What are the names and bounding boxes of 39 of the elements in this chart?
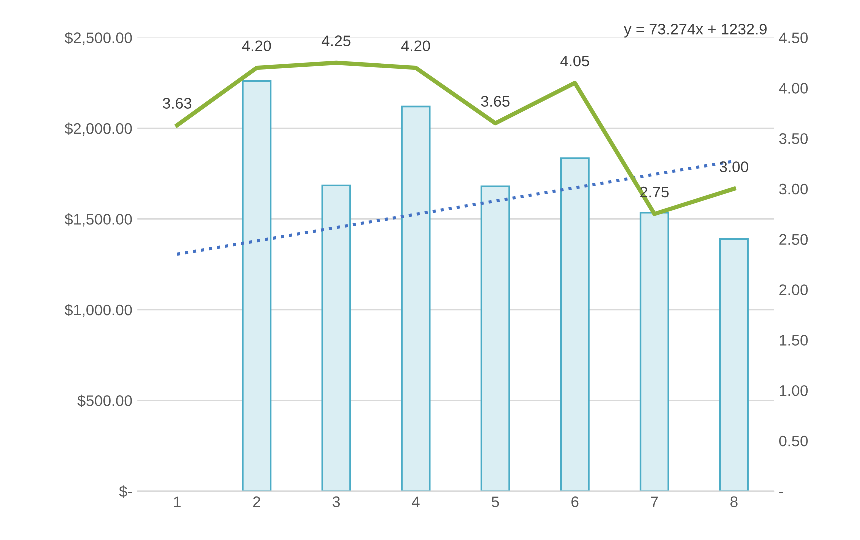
x-tick-label: 1: [174, 496, 181, 508]
data-label: 3.65: [481, 96, 510, 107]
data-label: 4.25: [322, 36, 351, 46]
data-label: 4.20: [402, 40, 430, 52]
y2-tick-label: 1.50: [780, 335, 808, 346]
bar: [480, 186, 510, 492]
bar: [640, 212, 670, 492]
bar: [560, 158, 590, 492]
y2-tick-label: 4.50: [779, 32, 808, 44]
bar: [322, 184, 352, 492]
y2-tick-label: 4.00: [779, 83, 808, 94]
y2-tick-label: 2.00: [780, 284, 808, 296]
y-tick-label: $1,500.00: [64, 213, 132, 227]
bar: [401, 106, 431, 492]
text: y = 73.274x + 1232.9: [624, 24, 767, 38]
y2-tick-label: 1.00: [780, 385, 808, 396]
data-label: 3.63: [163, 98, 192, 109]
y2-tick-label: 0.50: [779, 436, 808, 447]
y2-tick-label: -: [780, 492, 784, 494]
y-tick-label: $2,500.00: [64, 32, 132, 46]
y2-tick-label: 2.50: [780, 234, 808, 246]
data-label: 4.20: [242, 40, 272, 52]
y-tick-label: $500.00: [78, 394, 132, 408]
x-tick-label: 3: [332, 496, 340, 508]
y2-tick-label: 3.00: [779, 184, 808, 195]
x-tick-label: 7: [651, 496, 658, 508]
y-tick-label: $-: [119, 486, 132, 498]
x-tick-label: 6: [572, 496, 579, 508]
x-tick-label: 2: [253, 496, 260, 508]
x-tick-label: 8: [730, 496, 738, 508]
data-label: 4.05: [560, 56, 590, 67]
bar: [719, 238, 749, 492]
x-tick-label: 4: [412, 496, 420, 508]
bar: [242, 80, 272, 492]
data-label: 3.00: [720, 162, 748, 172]
y-tick-label: $2,000.00: [64, 122, 132, 136]
y2-tick-label: 3.50: [779, 133, 808, 144]
y-tick-label: $1,000.00: [64, 304, 132, 318]
x-tick-label: 5: [492, 496, 500, 508]
